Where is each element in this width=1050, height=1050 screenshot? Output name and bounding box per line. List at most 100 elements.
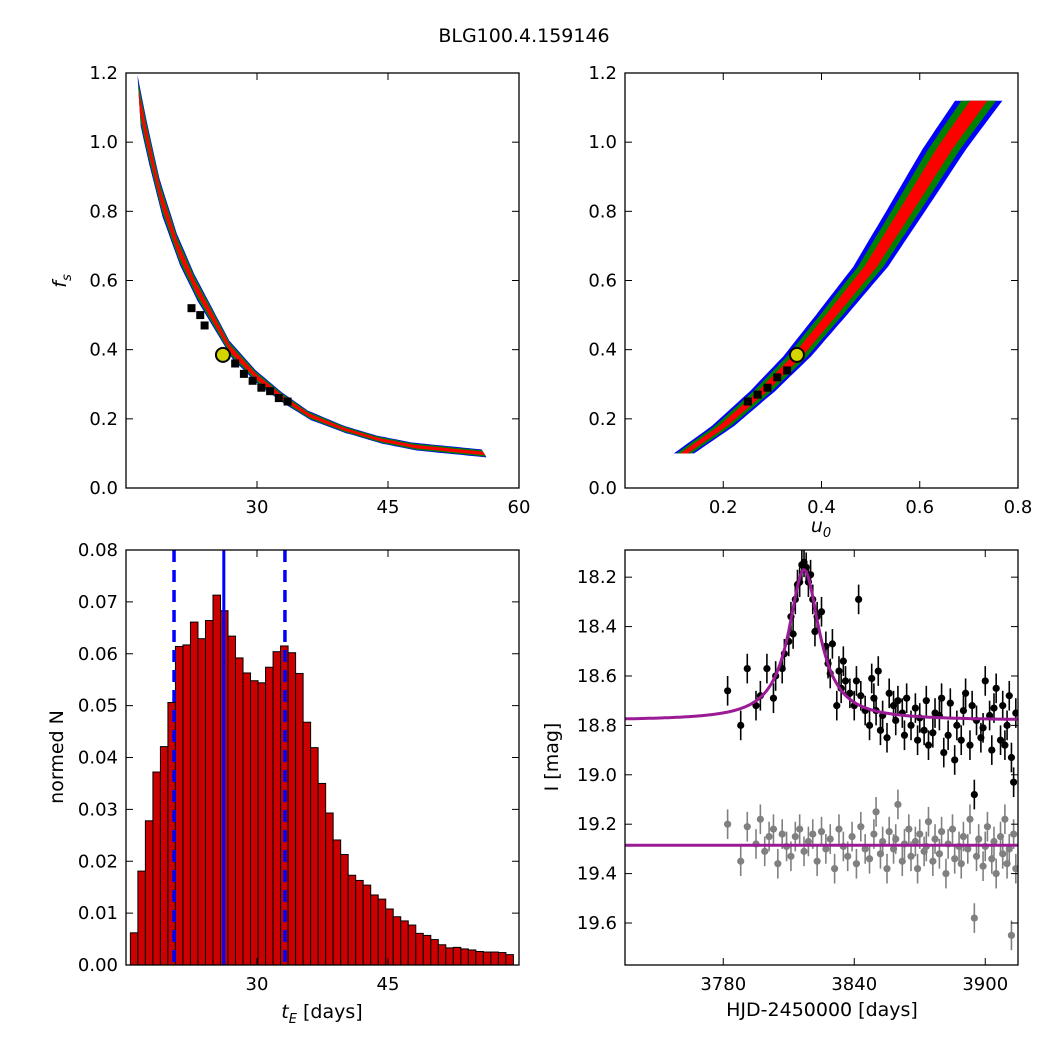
data-point <box>724 687 732 695</box>
x-tick-label: 60 <box>508 497 531 518</box>
histogram-bar <box>437 944 447 966</box>
histogram-bar <box>137 870 146 966</box>
y-tick-label: 0.6 <box>89 271 118 292</box>
data-point <box>865 855 874 863</box>
data-point <box>872 808 880 816</box>
data-point <box>831 865 839 873</box>
data-point <box>1012 709 1018 717</box>
data-point <box>791 832 799 841</box>
plot-frame <box>125 72 520 489</box>
data-point <box>907 721 915 729</box>
histogram-bar <box>144 820 154 966</box>
data-point <box>929 857 937 865</box>
histogram-bar <box>189 621 199 966</box>
data-point <box>839 657 847 665</box>
best-fit-marker <box>788 346 805 363</box>
data-point <box>809 830 817 838</box>
histogram-bar <box>129 932 139 966</box>
data-point <box>951 855 959 863</box>
y-tick-label: 1.0 <box>588 132 617 153</box>
data-point <box>874 667 882 675</box>
data-point <box>979 724 987 732</box>
data-point <box>885 828 893 836</box>
data-point <box>996 832 1005 841</box>
data-point <box>769 825 778 833</box>
data-point <box>907 852 915 860</box>
level-4-cell <box>257 383 266 392</box>
level-4-cell <box>783 366 792 375</box>
y-tick-label: 1.2 <box>588 63 617 84</box>
data-point <box>804 837 813 846</box>
x-tick-label: 0.6 <box>905 497 934 518</box>
posterior-map-fs-vs-u0: 0.2 0.4 0.6 0.8 0.0 0.2 0.4 0.6 0.8 1.0 1.2 u0 <box>588 63 1032 541</box>
level-4-cell <box>743 397 752 406</box>
data-point <box>1001 815 1009 823</box>
data-point <box>935 850 944 858</box>
data-point <box>1005 692 1013 700</box>
histogram-bar <box>497 952 507 966</box>
y-tick-label: 0.2 <box>588 409 617 430</box>
light-curve: 3780 3840 3900 18.2 18.4 18.6 18.8 19.0 19.2 19.4… <box>541 549 1019 1021</box>
x-tick-label: 3840 <box>831 974 877 995</box>
level-4-cell <box>187 304 196 313</box>
data-point <box>944 731 952 739</box>
level-4-cell <box>266 387 275 396</box>
data-point <box>737 857 745 865</box>
data-point <box>1010 778 1018 786</box>
data-point <box>743 823 751 831</box>
histogram-bar <box>152 771 161 966</box>
histogram-bar <box>317 782 327 966</box>
data-point <box>826 835 834 843</box>
histogram-bar <box>212 594 221 966</box>
data-point <box>966 741 974 749</box>
data-point <box>1005 845 1013 853</box>
data-point <box>894 800 902 809</box>
data-point <box>868 674 876 683</box>
histogram-bar <box>347 874 357 966</box>
data-point <box>835 825 843 833</box>
data-point <box>937 828 946 836</box>
histogram-bar <box>295 672 304 966</box>
y-axis-label: I [mag] <box>541 723 563 792</box>
histogram-bar <box>505 954 514 966</box>
data-point <box>1007 931 1016 939</box>
histogram-bar <box>430 939 439 966</box>
histogram-bar <box>287 652 297 966</box>
x-tick-label: 30 <box>246 497 269 518</box>
histogram-bar <box>272 651 282 966</box>
plot-frame <box>125 549 520 966</box>
data-point <box>990 704 998 712</box>
data-point <box>852 677 861 685</box>
data-point <box>894 697 902 705</box>
y-tick-label: 1.2 <box>89 63 118 84</box>
histogram-bar <box>422 934 432 966</box>
x-tick-label: 3900 <box>962 974 1008 995</box>
histogram-bar <box>355 879 364 966</box>
data-point <box>769 694 778 702</box>
data-point <box>948 825 957 833</box>
histogram-bar <box>242 672 252 966</box>
level-4-cell <box>196 311 205 320</box>
data-point <box>999 702 1007 710</box>
data-point <box>979 862 987 870</box>
data-point <box>817 608 826 616</box>
plot-area <box>625 550 1018 951</box>
data-point <box>996 736 1005 744</box>
data-point <box>765 832 773 841</box>
y-tick-label: 0.4 <box>588 340 617 361</box>
y-tick-label: 18.4 <box>577 617 617 638</box>
data-point <box>848 832 856 841</box>
level-4-cell <box>231 359 240 368</box>
data-point <box>752 702 760 710</box>
histogram-bar <box>392 916 402 966</box>
histogram-bar <box>257 682 267 966</box>
y-tick-label: 0.06 <box>78 644 118 665</box>
y-tick-label: 0.05 <box>78 696 118 717</box>
level-4-cell <box>753 390 762 399</box>
y-tick-label: 0.4 <box>89 340 118 361</box>
data-point <box>898 857 906 865</box>
data-point <box>968 702 976 710</box>
x-tick-label: 0.2 <box>709 497 738 518</box>
histogram-bar <box>159 746 169 966</box>
